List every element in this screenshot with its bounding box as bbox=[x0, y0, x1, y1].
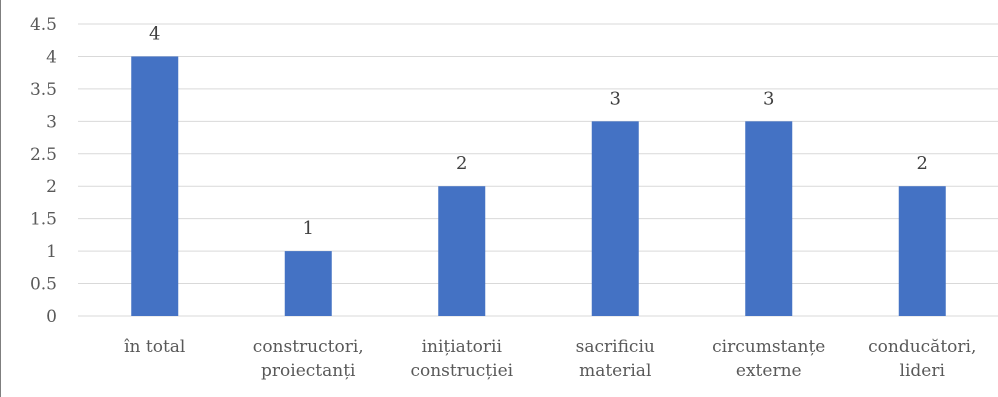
y-tick-label: 1.5 bbox=[30, 210, 57, 230]
y-tick-label: 1 bbox=[46, 242, 57, 262]
y-tick-label: 2 bbox=[46, 177, 57, 197]
bar bbox=[131, 56, 179, 316]
y-tick-label: 4.5 bbox=[30, 15, 57, 35]
category-label-line: constructori, bbox=[253, 337, 364, 357]
y-tick-label: 2.5 bbox=[30, 145, 57, 165]
category-label-line: construcției bbox=[410, 361, 513, 381]
category-label-line: lideri bbox=[900, 361, 946, 381]
category-label: conducători, lideri bbox=[868, 337, 976, 381]
y-tick-label: 0.5 bbox=[30, 275, 57, 295]
data-label: 4 bbox=[149, 23, 160, 44]
category-label-line: material bbox=[579, 361, 651, 381]
category-label-line: externe bbox=[736, 361, 802, 381]
bar bbox=[438, 186, 486, 316]
y-tick-label: 4 bbox=[46, 47, 57, 67]
y-tick-label: 3.5 bbox=[30, 80, 57, 100]
data-label: 3 bbox=[610, 88, 621, 109]
category-label: circumstanțe externe bbox=[712, 337, 825, 381]
data-label: 2 bbox=[456, 153, 467, 174]
data-label: 2 bbox=[917, 153, 928, 174]
bar bbox=[591, 121, 639, 316]
data-label: 3 bbox=[763, 88, 774, 109]
bar bbox=[284, 251, 332, 316]
category-label-line: circumstanțe bbox=[712, 337, 825, 357]
category-label-line: proiectanți bbox=[261, 361, 356, 381]
data-label: 1 bbox=[303, 218, 314, 239]
category-label: constructori, proiectanți bbox=[253, 337, 364, 381]
category-label-line: sacrificiu bbox=[576, 337, 655, 357]
bar bbox=[745, 121, 793, 316]
category-label-line: în total bbox=[124, 337, 185, 357]
category-label-line: inițiatorii bbox=[422, 337, 503, 357]
category-label: sacrificiu material bbox=[576, 337, 655, 381]
category-label-line: conducători, bbox=[868, 337, 976, 357]
category-label: în total bbox=[124, 337, 185, 357]
y-tick-label: 3 bbox=[46, 112, 57, 132]
category-label: inițiatorii construcției bbox=[410, 337, 513, 381]
y-tick-label: 0 bbox=[46, 307, 57, 327]
bar bbox=[898, 186, 946, 316]
